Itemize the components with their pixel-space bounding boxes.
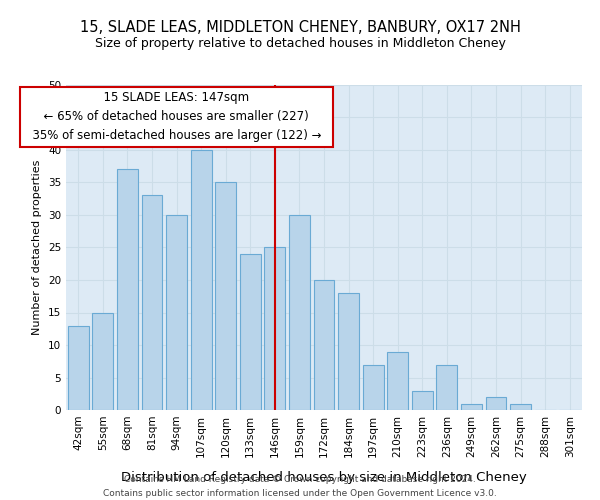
Text: Size of property relative to detached houses in Middleton Cheney: Size of property relative to detached ho… [95,38,505,51]
Bar [191,150,212,410]
Bar [215,182,236,410]
Bar [412,390,433,410]
Bar [92,312,113,410]
Bar [387,352,408,410]
Bar [436,364,457,410]
Bar [289,215,310,410]
Bar [265,248,286,410]
Y-axis label: Number of detached properties: Number of detached properties [32,160,43,335]
X-axis label: Distribution of detached houses by size in Middleton Cheney: Distribution of detached houses by size … [121,471,527,484]
Text: Contains HM Land Registry data © Crown copyright and database right 2024.
Contai: Contains HM Land Registry data © Crown c… [103,476,497,498]
Bar [142,196,163,410]
Text: 15 SLADE LEAS: 147sqm  
  ← 65% of detached houses are smaller (227)  
  35% of : 15 SLADE LEAS: 147sqm ← 65% of detached … [25,92,329,142]
Bar [240,254,261,410]
Bar [68,326,89,410]
Bar [461,404,482,410]
Text: 15, SLADE LEAS, MIDDLETON CHENEY, BANBURY, OX17 2NH: 15, SLADE LEAS, MIDDLETON CHENEY, BANBUR… [80,20,520,35]
Bar [362,364,383,410]
Bar [338,293,359,410]
Bar [314,280,334,410]
Bar [510,404,531,410]
Bar [117,170,138,410]
Bar [485,397,506,410]
Bar [166,215,187,410]
